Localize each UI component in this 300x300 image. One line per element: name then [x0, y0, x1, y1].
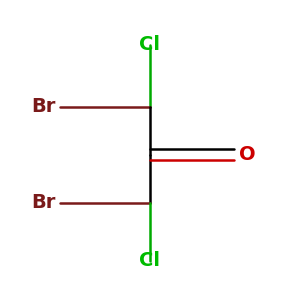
Text: Br: Br: [31, 97, 56, 116]
Text: Cl: Cl: [140, 251, 160, 271]
Text: O: O: [238, 145, 255, 164]
Text: Br: Br: [31, 193, 56, 212]
Text: Cl: Cl: [140, 35, 160, 55]
